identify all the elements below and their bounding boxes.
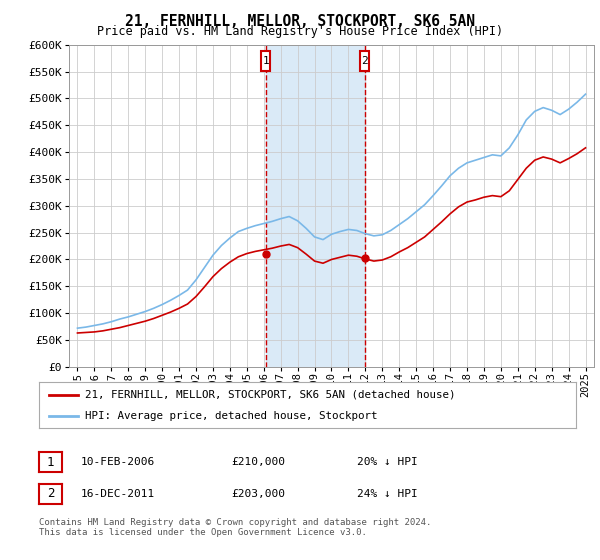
Text: 16-DEC-2011: 16-DEC-2011 bbox=[81, 489, 155, 499]
Text: 1: 1 bbox=[262, 56, 269, 66]
Text: 21, FERNHILL, MELLOR, STOCKPORT, SK6 5AN (detached house): 21, FERNHILL, MELLOR, STOCKPORT, SK6 5AN… bbox=[85, 390, 455, 400]
Text: 21, FERNHILL, MELLOR, STOCKPORT, SK6 5AN: 21, FERNHILL, MELLOR, STOCKPORT, SK6 5AN bbox=[125, 14, 475, 29]
Text: £203,000: £203,000 bbox=[231, 489, 285, 499]
Text: Contains HM Land Registry data © Crown copyright and database right 2024.
This d: Contains HM Land Registry data © Crown c… bbox=[39, 518, 431, 538]
Text: 20% ↓ HPI: 20% ↓ HPI bbox=[357, 457, 418, 467]
FancyBboxPatch shape bbox=[360, 51, 370, 71]
Text: Price paid vs. HM Land Registry's House Price Index (HPI): Price paid vs. HM Land Registry's House … bbox=[97, 25, 503, 38]
Text: 24% ↓ HPI: 24% ↓ HPI bbox=[357, 489, 418, 499]
FancyBboxPatch shape bbox=[261, 51, 271, 71]
Bar bbox=[266, 45, 365, 367]
Text: 10-FEB-2006: 10-FEB-2006 bbox=[81, 457, 155, 467]
Text: 2: 2 bbox=[47, 487, 54, 501]
Text: HPI: Average price, detached house, Stockport: HPI: Average price, detached house, Stoc… bbox=[85, 411, 377, 421]
Text: 2: 2 bbox=[361, 56, 368, 66]
Text: 1: 1 bbox=[47, 455, 54, 469]
Text: £210,000: £210,000 bbox=[231, 457, 285, 467]
